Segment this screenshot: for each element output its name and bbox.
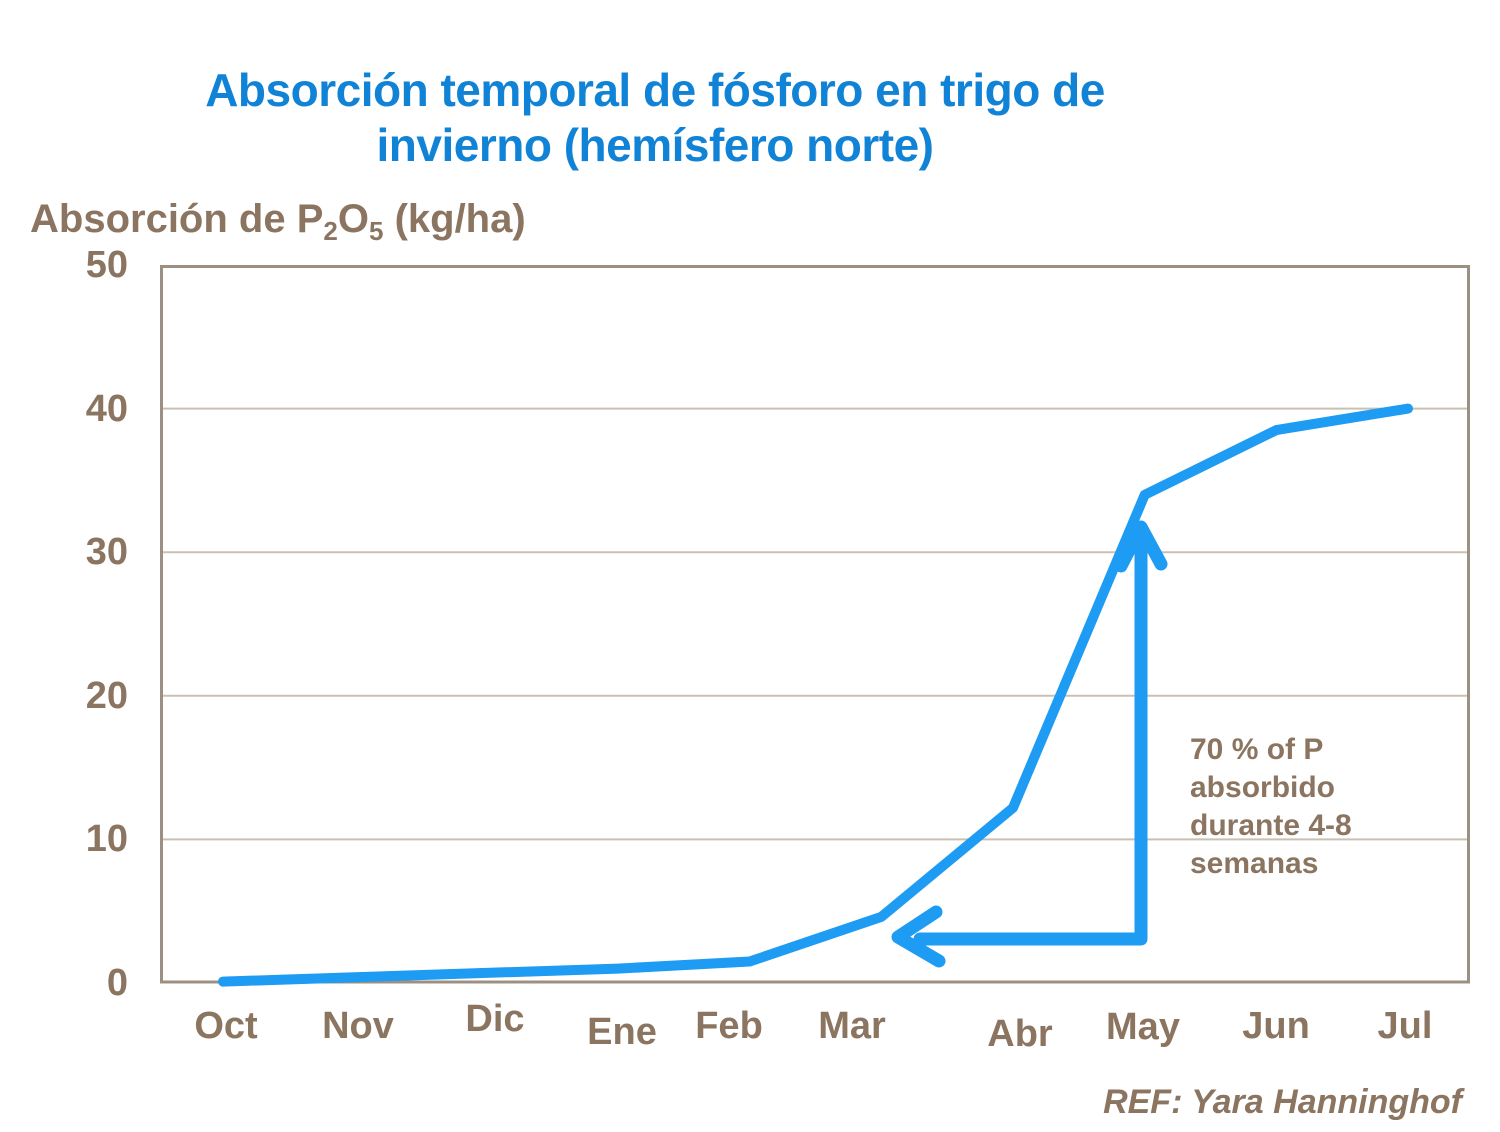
y-axis-tick-label: 10 bbox=[85, 818, 128, 861]
y-axis-title-units: (kg/ha) bbox=[383, 197, 526, 241]
annotation-text: 70 % of P absorbido durante 4-8 semanas bbox=[1190, 731, 1352, 883]
annotation-line: durante 4-8 bbox=[1190, 809, 1352, 842]
annotation-line: 70 % of P bbox=[1190, 733, 1324, 766]
x-axis-tick-label: May bbox=[1106, 1006, 1180, 1048]
page-title-line1: Absorción temporal de fósforo en trigo d… bbox=[205, 64, 1105, 116]
y-axis-title-sub5: 5 bbox=[368, 216, 384, 246]
x-axis-tick-label: Mar bbox=[818, 1005, 886, 1047]
up-arrow-head-icon bbox=[1114, 520, 1168, 573]
annotation-line: semanas bbox=[1190, 847, 1319, 880]
page-title-line2: invierno (hemísfero norte) bbox=[376, 119, 934, 171]
y-axis-tick-label: 40 bbox=[85, 387, 128, 430]
y-axis-tick-label: 0 bbox=[106, 962, 128, 1004]
x-axis-tick-label: Nov bbox=[322, 1005, 394, 1047]
x-axis-tick-label: Feb bbox=[695, 1005, 763, 1047]
y-axis-title: Absorción de P2O5 (kg/ha) bbox=[30, 197, 526, 246]
up-arrow-shaft bbox=[913, 536, 1148, 946]
page-title: Absorción temporal de fósforo en trigo d… bbox=[150, 63, 1160, 173]
gridlines bbox=[162, 407, 1468, 841]
callout-arrows bbox=[891, 520, 1168, 968]
x-axis-tick-label: Jul bbox=[1377, 1005, 1433, 1047]
x-axis-tick-label: Abr bbox=[987, 1013, 1053, 1055]
y-axis-title-text: Absorción de P bbox=[30, 197, 324, 241]
x-axis-tick-label: Dic bbox=[465, 998, 525, 1040]
y-axis-title-o: O bbox=[337, 197, 369, 241]
y-axis-tick-label: 20 bbox=[85, 674, 128, 717]
reference-text: REF: Yara Hanninghof bbox=[1103, 1083, 1462, 1121]
y-axis-tick-label: 50 bbox=[85, 244, 128, 286]
data-series-line bbox=[218, 403, 1413, 987]
x-axis-tick-label: Ene bbox=[587, 1011, 657, 1053]
x-axis-tick-label: Jun bbox=[1242, 1005, 1310, 1047]
y-axis-title-sub2: 2 bbox=[323, 216, 338, 246]
plot-border bbox=[160, 265, 1470, 984]
y-axis-tick-label: 30 bbox=[85, 531, 128, 574]
left-arrow-head-icon bbox=[891, 905, 946, 968]
annotation-line: absorbido bbox=[1190, 771, 1336, 804]
x-axis-tick-label: Oct bbox=[194, 1005, 258, 1047]
